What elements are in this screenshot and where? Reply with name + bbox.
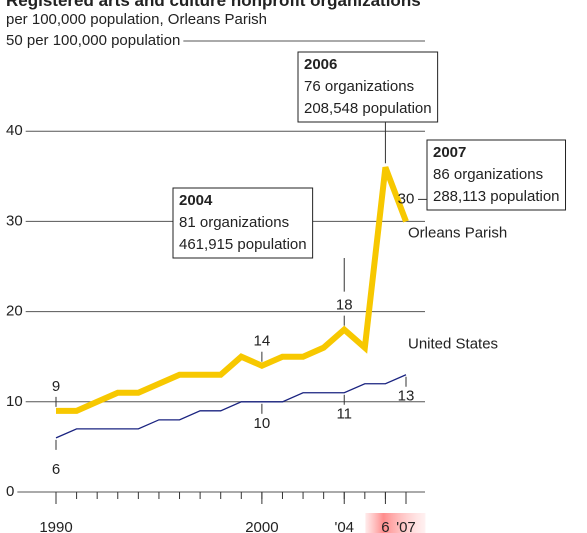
x-tick-label: 2000 bbox=[245, 519, 278, 533]
callout: 2007 86 organizations 288,113 population bbox=[426, 139, 567, 211]
series-line bbox=[55, 374, 407, 439]
x-tick-label: 1990 bbox=[39, 519, 72, 533]
y-tick-label: 20 bbox=[6, 303, 23, 320]
value-label: 13 bbox=[398, 388, 415, 405]
callout-box bbox=[172, 187, 314, 259]
x-tick-label: 6 bbox=[381, 519, 389, 533]
value-label: 18 bbox=[336, 297, 353, 314]
value-label: 14 bbox=[254, 333, 271, 350]
value-label: 30 bbox=[398, 190, 415, 207]
callout-text: 76 organizations bbox=[304, 78, 414, 95]
y-tick-label: 10 bbox=[6, 393, 23, 410]
x-tick-label: '04 bbox=[334, 519, 354, 533]
chart-subtitle: per 100,000 population, Orleans Parish bbox=[6, 11, 267, 28]
callout: 2006 76 organizations 208,548 population bbox=[297, 51, 439, 123]
callout-text: 2007 bbox=[433, 144, 466, 161]
callout-text: 461,915 population bbox=[179, 236, 307, 253]
highlight-band bbox=[365, 513, 426, 533]
callout-box bbox=[426, 139, 567, 211]
callout-box bbox=[297, 51, 439, 123]
series-label: United States bbox=[408, 336, 498, 353]
chart-title: Registered arts and culture nonprofit or… bbox=[6, 0, 421, 10]
x-tick-label: '07 bbox=[396, 519, 416, 533]
value-label: 10 bbox=[254, 415, 271, 432]
callout-text: 2006 bbox=[304, 56, 337, 73]
callout: 2004 81 organizations 461,915 population bbox=[172, 187, 314, 259]
callout-text: 86 organizations bbox=[433, 166, 543, 183]
series-label: Orleans Parish bbox=[408, 224, 507, 241]
callout-text: 208,548 population bbox=[304, 100, 432, 117]
callout-text: 288,113 population bbox=[433, 188, 560, 205]
series-line bbox=[56, 166, 409, 414]
y-tick-label: 40 bbox=[6, 122, 23, 139]
y-tick-label: 50 per 100,000 population bbox=[6, 32, 180, 49]
value-label: 11 bbox=[336, 406, 352, 423]
y-tick-label: 0 bbox=[6, 483, 14, 500]
callout-text: 81 organizations bbox=[179, 214, 289, 231]
callout-text: 2004 bbox=[179, 192, 213, 209]
value-label: 6 bbox=[52, 461, 60, 478]
y-tick-label: 30 bbox=[6, 212, 23, 229]
value-label: 9 bbox=[52, 378, 60, 395]
